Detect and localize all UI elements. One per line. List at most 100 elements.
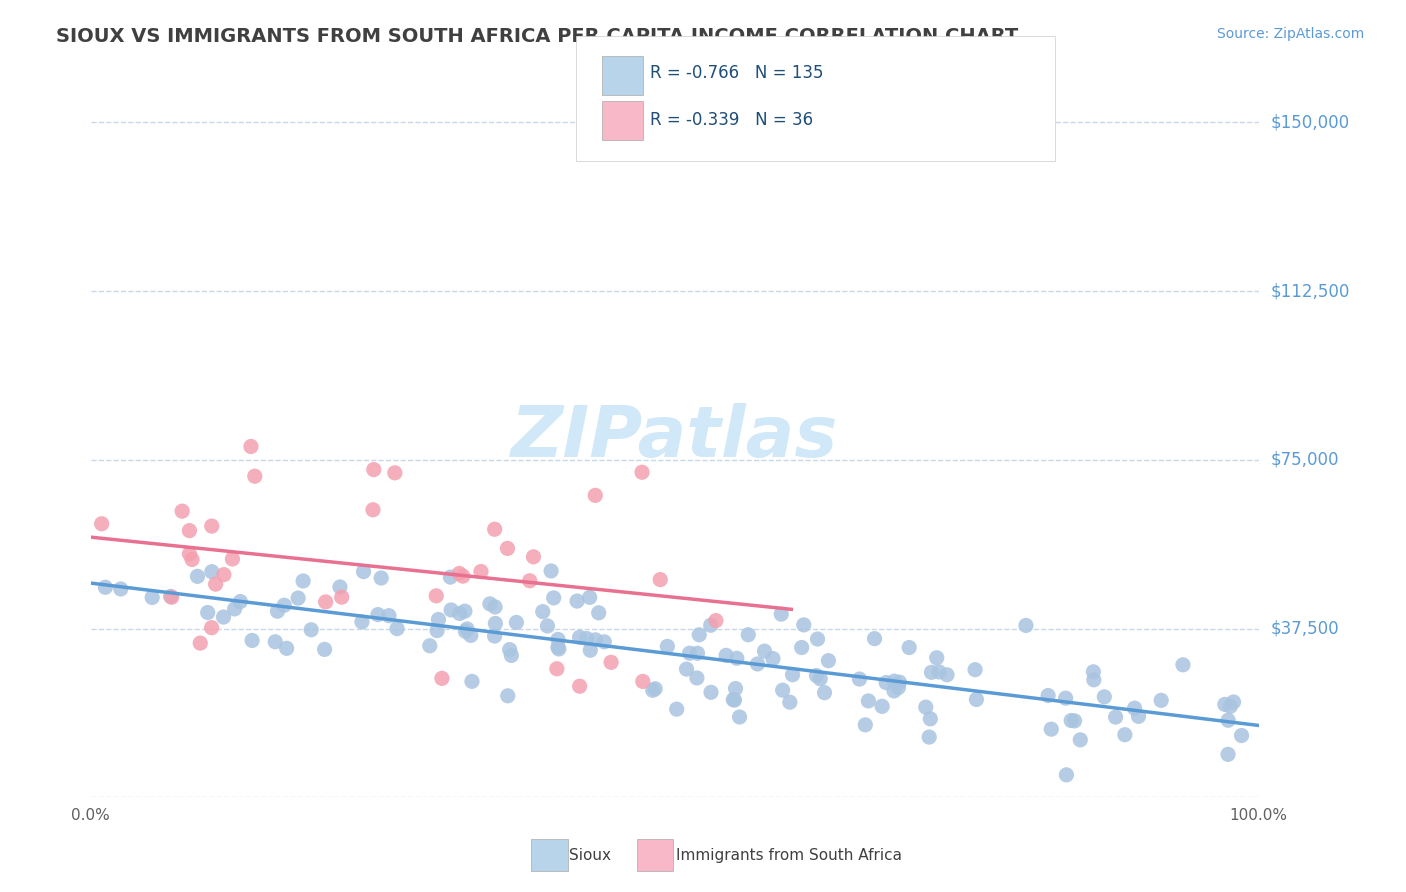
Point [889,675,911,690]
Point [754,644,776,658]
Point [1230,729,1253,743]
Point [1083,665,1105,679]
Point [378,608,401,623]
Point [329,580,352,594]
Point [887,681,910,695]
Point [363,462,385,476]
Point [1015,618,1038,632]
Point [243,469,266,483]
Point [519,574,541,588]
Point [965,663,987,677]
Point [928,665,950,679]
Point [870,699,893,714]
Point [725,651,748,665]
Point [675,662,697,676]
Point [724,681,747,696]
Point [650,573,672,587]
Point [883,674,905,689]
Point [583,488,606,502]
Point [1171,657,1194,672]
Text: $150,000: $150,000 [1270,113,1350,131]
Point [790,640,813,655]
Point [496,689,519,703]
Point [770,607,793,621]
Point [201,565,224,579]
Point [496,541,519,556]
Point [229,594,252,608]
Point [714,648,737,663]
Point [546,662,568,676]
Point [419,639,441,653]
Point [686,671,709,685]
Point [1219,699,1241,714]
Point [1213,698,1236,712]
Text: R = -0.339   N = 36: R = -0.339 N = 36 [650,112,813,129]
Point [1069,732,1091,747]
Point [543,591,565,605]
Point [547,642,569,657]
Text: Sioux: Sioux [569,848,612,863]
Point [330,590,353,604]
Point [631,465,654,479]
Point [772,683,794,698]
Point [484,629,506,643]
Point [264,634,287,648]
Point [94,580,117,594]
Point [853,718,876,732]
Point [484,522,506,536]
Point [110,582,132,596]
Point [898,640,921,655]
Point [501,648,523,663]
Point [728,710,751,724]
Point [593,635,616,649]
Point [201,519,224,533]
Point [1063,714,1085,728]
Point [179,524,201,538]
Point [425,589,447,603]
Text: $37,500: $37,500 [1270,620,1339,638]
Point [806,668,828,682]
Point [914,700,936,714]
Point [1222,695,1244,709]
Text: SIOUX VS IMMIGRANTS FROM SOUTH AFRICA PER CAPITA INCOME CORRELATION CHART: SIOUX VS IMMIGRANTS FROM SOUTH AFRICA PE… [56,27,1018,45]
Point [315,595,337,609]
Point [588,606,610,620]
Point [427,612,450,626]
Point [1128,709,1150,723]
Point [918,730,941,744]
Point [817,654,839,668]
Point [314,642,336,657]
Point [700,685,723,699]
Point [704,614,727,628]
Point [240,633,263,648]
Point [578,591,600,605]
Point [384,466,406,480]
Point [449,607,471,621]
Point [631,674,654,689]
Point [568,630,591,644]
Point [90,516,112,531]
Point [723,692,745,706]
Point [141,591,163,605]
Text: ZIPatlas: ZIPatlas [510,403,838,472]
Point [1114,728,1136,742]
Point [181,552,204,566]
Point [350,615,373,629]
Point [160,590,183,604]
Point [484,616,506,631]
Point [456,622,478,636]
Point [536,619,558,633]
Point [1216,747,1239,762]
Point [201,621,224,635]
Point [1036,689,1059,703]
Point [461,674,484,689]
Point [547,640,569,654]
Point [449,566,471,581]
Point [575,632,598,646]
Point [644,681,666,696]
Point [221,552,243,566]
Point [665,702,688,716]
Point [568,679,591,693]
Point [505,615,527,630]
Point [657,640,679,654]
